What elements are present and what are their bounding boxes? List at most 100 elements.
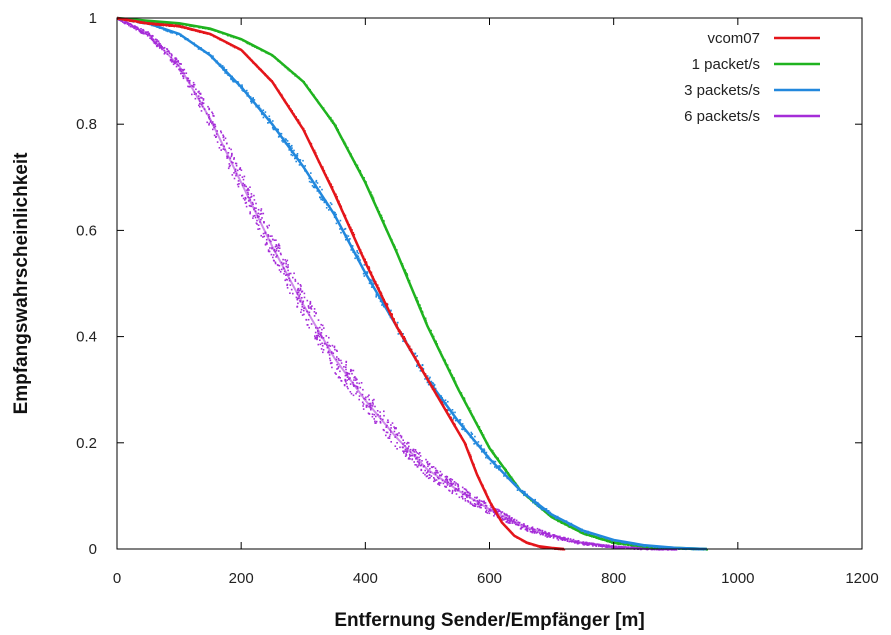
data-point	[427, 477, 430, 480]
data-point	[224, 137, 227, 140]
data-point	[400, 436, 403, 439]
data-point	[457, 483, 459, 486]
data-point	[334, 348, 336, 351]
legend-label: 6 packets/s	[684, 108, 760, 125]
data-point	[362, 272, 365, 275]
data-point	[337, 366, 340, 368]
data-point	[371, 405, 374, 407]
data-point	[454, 411, 456, 414]
data-point	[428, 462, 431, 465]
data-point	[386, 431, 389, 434]
data-point	[399, 446, 401, 449]
data-point	[298, 164, 301, 166]
data-point	[198, 97, 201, 100]
data-point	[321, 342, 323, 345]
data-point	[297, 288, 299, 291]
y-tick-label: 1	[89, 10, 97, 27]
data-point	[497, 508, 499, 511]
data-point	[202, 98, 205, 100]
data-point	[450, 478, 452, 480]
data-point	[307, 324, 309, 326]
data-point	[241, 176, 244, 178]
data-point	[273, 239, 276, 241]
data-point	[322, 349, 325, 351]
data-point	[343, 366, 345, 368]
data-point	[534, 531, 537, 533]
data-point	[272, 238, 274, 241]
data-point	[394, 427, 396, 430]
data-point	[515, 519, 518, 522]
data-point	[463, 488, 466, 490]
data-point	[179, 63, 182, 65]
data-point	[444, 478, 447, 481]
data-point	[258, 228, 261, 230]
data-point	[271, 235, 273, 237]
data-point	[411, 454, 413, 457]
data-point	[345, 382, 348, 385]
data-point	[434, 467, 437, 470]
data-point	[266, 227, 269, 229]
data-point	[424, 378, 426, 380]
data-point	[508, 522, 510, 524]
data-point	[557, 539, 560, 541]
data-point	[233, 81, 235, 83]
data-point	[220, 130, 222, 132]
data-point	[584, 531, 586, 534]
data-point	[409, 458, 411, 460]
data-point	[201, 102, 204, 105]
data-point	[315, 181, 317, 183]
data-point	[427, 465, 429, 468]
data-point	[285, 260, 288, 263]
x-tick-label: 200	[229, 570, 254, 587]
data-point	[418, 366, 420, 369]
data-point	[434, 471, 436, 474]
data-point	[322, 199, 324, 201]
data-point	[396, 442, 398, 444]
data-point	[484, 507, 487, 509]
data-point	[146, 31, 148, 33]
data-point	[242, 178, 245, 181]
data-point	[410, 348, 413, 351]
data-point	[227, 167, 230, 170]
data-point	[368, 402, 371, 405]
data-point	[170, 53, 173, 55]
data-point	[368, 394, 370, 396]
data-point	[365, 406, 368, 408]
data-point	[420, 469, 423, 471]
data-point	[321, 324, 324, 327]
data-point	[467, 500, 469, 502]
data-point	[319, 196, 321, 198]
data-point	[486, 512, 489, 514]
data-point	[602, 545, 604, 547]
data-point	[444, 399, 447, 401]
data-point	[251, 201, 254, 204]
data-point	[446, 476, 449, 478]
data-point	[171, 60, 174, 62]
data-point	[429, 467, 431, 470]
data-point	[222, 136, 225, 139]
data-point	[346, 372, 349, 374]
data-point	[290, 288, 293, 291]
data-point	[146, 35, 149, 37]
data-point	[469, 501, 472, 503]
data-point	[355, 385, 358, 388]
data-point	[267, 250, 270, 253]
data-point	[347, 235, 350, 237]
data-point	[373, 398, 375, 401]
data-point	[308, 311, 311, 314]
data-point	[191, 93, 193, 96]
data-point	[328, 209, 330, 211]
data-point	[485, 505, 488, 507]
data-point	[375, 422, 377, 424]
data-point	[194, 97, 197, 100]
data-point	[447, 400, 449, 403]
data-point	[500, 516, 503, 518]
data-point	[202, 102, 205, 104]
data-point	[317, 332, 320, 335]
data-point	[480, 500, 483, 502]
data-point	[462, 428, 464, 431]
data-point	[467, 491, 470, 494]
data-point	[282, 141, 284, 143]
data-point	[245, 205, 248, 208]
data-point	[206, 121, 208, 124]
